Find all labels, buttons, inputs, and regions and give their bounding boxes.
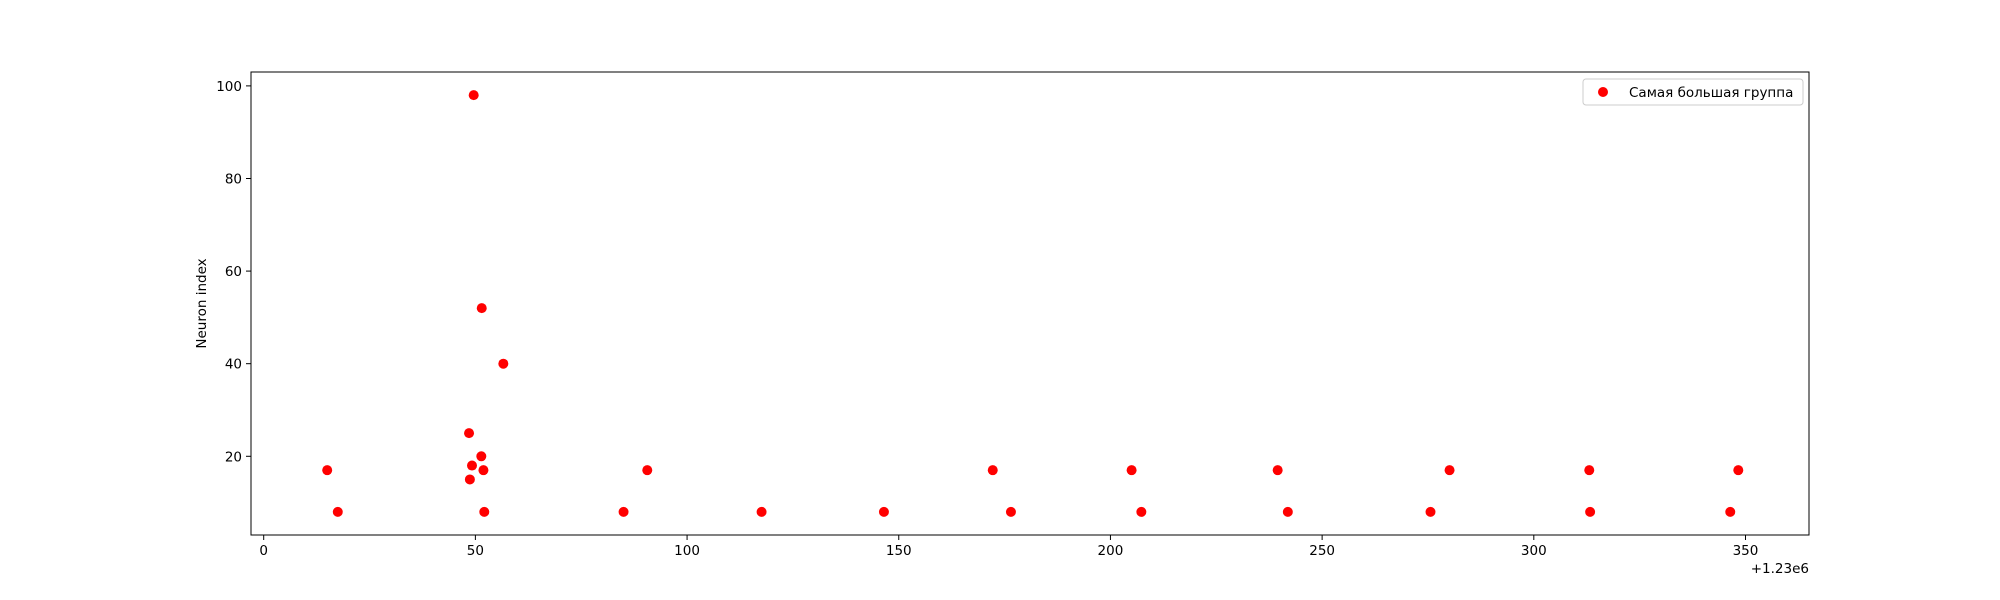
x-tick-label: 350 — [1733, 543, 1759, 559]
data-point — [878, 506, 889, 517]
data-point — [476, 303, 487, 314]
data-points — [322, 90, 1744, 517]
data-point — [1584, 465, 1595, 476]
data-point — [642, 465, 653, 476]
y-tick-label: 40 — [225, 357, 242, 373]
data-point — [464, 474, 475, 485]
data-point — [464, 428, 475, 439]
axis-ticks: 0 50 100 150 200 250 300 350 20 40 60 80 100 — [216, 79, 1758, 559]
data-point — [1136, 506, 1147, 517]
data-point — [756, 506, 767, 517]
data-point — [479, 506, 490, 517]
data-point — [1272, 465, 1283, 476]
data-point — [1733, 465, 1744, 476]
data-point — [1425, 506, 1436, 517]
legend-label: Самая большая группа — [1629, 85, 1793, 101]
data-point — [1282, 506, 1293, 517]
data-point — [1585, 506, 1596, 517]
data-point — [987, 465, 998, 476]
data-point — [1725, 506, 1736, 517]
data-point — [322, 465, 333, 476]
data-point — [478, 465, 489, 476]
x-axis-offset-label: +1.23e6 — [1751, 561, 1809, 577]
y-axis-label: Neuron index — [194, 258, 210, 348]
x-tick-label: 200 — [1098, 543, 1124, 559]
legend: Самая большая группа — [1582, 78, 1804, 106]
y-tick-label: 60 — [225, 264, 242, 280]
data-point — [498, 358, 509, 369]
legend-marker — [1598, 87, 1608, 97]
data-point — [476, 451, 487, 462]
y-tick-label: 20 — [225, 449, 242, 465]
data-point — [466, 460, 477, 471]
legend-box — [1582, 78, 1804, 106]
y-tick-label: 80 — [225, 171, 242, 187]
y-tick-label: 100 — [216, 79, 242, 95]
x-tick-label: 150 — [886, 543, 912, 559]
x-tick-label: 300 — [1521, 543, 1547, 559]
data-point — [1126, 465, 1137, 476]
x-tick-label: 0 — [259, 543, 268, 559]
x-tick-label: 250 — [1309, 543, 1335, 559]
data-point — [332, 506, 343, 517]
plot-area-frame — [250, 71, 1810, 536]
x-tick-label: 50 — [467, 543, 484, 559]
data-point — [468, 90, 479, 101]
data-point — [1005, 506, 1016, 517]
data-point — [1444, 465, 1455, 476]
x-tick-label: 100 — [674, 543, 700, 559]
data-point — [618, 506, 629, 517]
